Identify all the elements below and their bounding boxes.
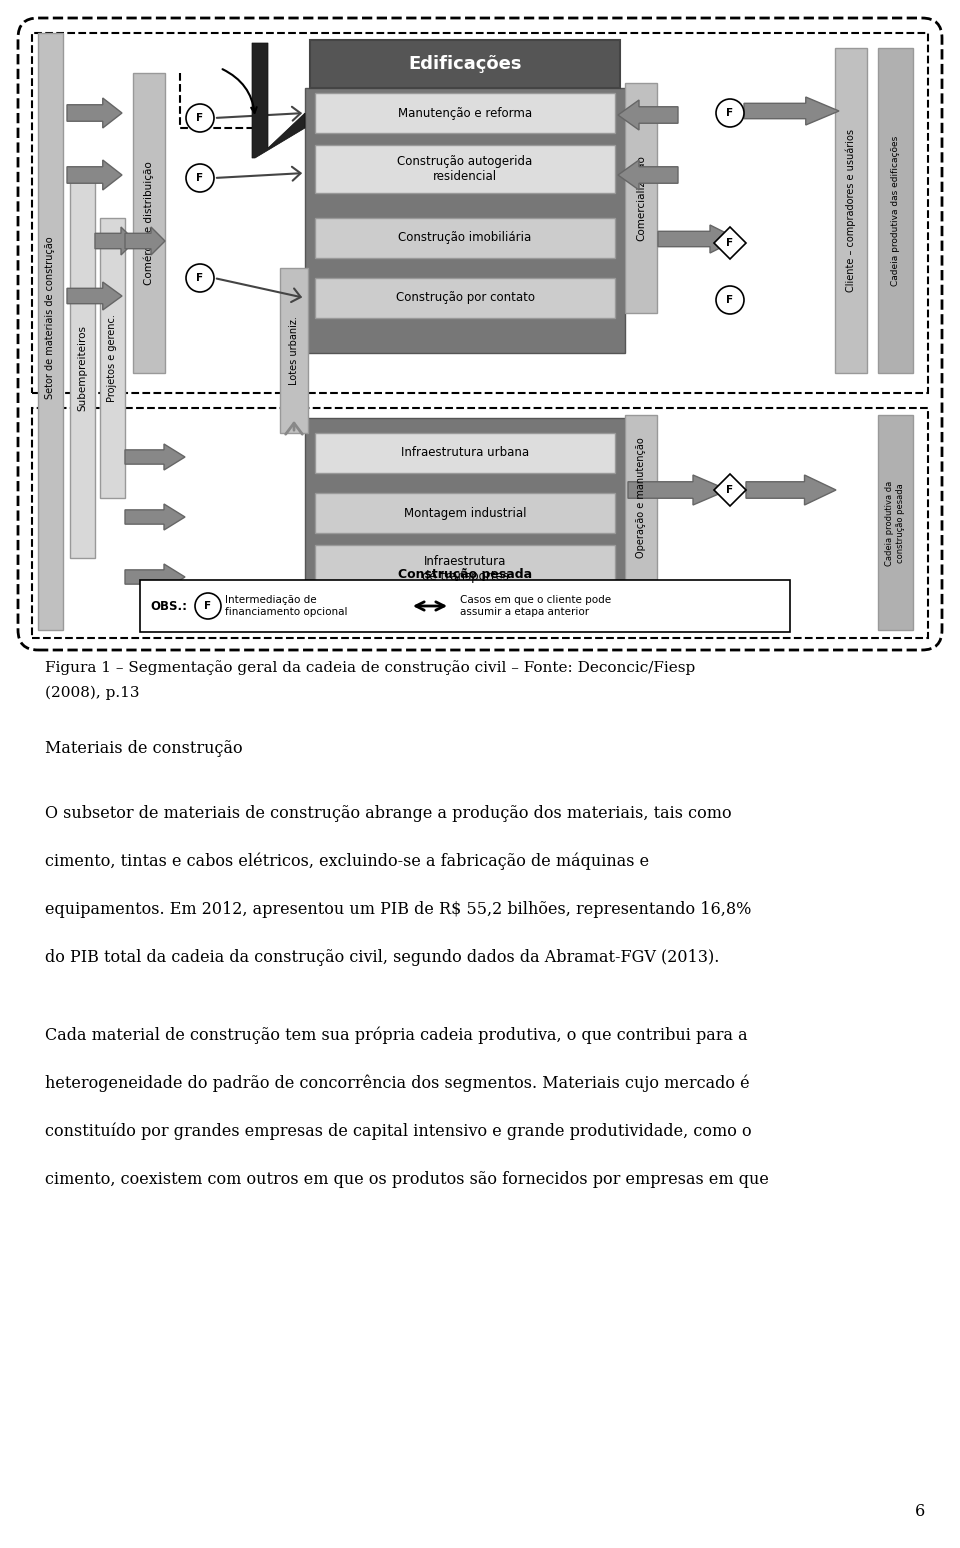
- Text: do PIB total da cadeia da construção civil, segundo dados da Abramat-FGV (2013).: do PIB total da cadeia da construção civ…: [45, 949, 719, 966]
- Text: F: F: [727, 296, 733, 305]
- Text: F: F: [727, 108, 733, 118]
- Text: cimento, tintas e cabos elétricos, excluindo-se a fabricação de máquinas e: cimento, tintas e cabos elétricos, exclu…: [45, 853, 649, 870]
- Bar: [100, 218, 125, 498]
- Text: F: F: [197, 173, 204, 183]
- Polygon shape: [714, 474, 746, 506]
- Text: Figura 1 – Segmentação geral da cadeia de construção civil – Fonte: Deconcic/Fie: Figura 1 – Segmentação geral da cadeia d…: [45, 659, 695, 675]
- Polygon shape: [252, 43, 305, 158]
- Text: Cadeia produtiva das edificações: Cadeia produtiva das edificações: [891, 136, 900, 286]
- Bar: [878, 48, 913, 373]
- Polygon shape: [67, 282, 122, 310]
- Text: Construção por contato: Construção por contato: [396, 291, 535, 305]
- Bar: [625, 84, 657, 313]
- Text: Comercialização: Comercialização: [636, 155, 646, 241]
- Text: Intermediação de
financiamento opcional: Intermediação de financiamento opcional: [225, 594, 348, 616]
- Bar: [315, 93, 615, 133]
- Text: equipamentos. Em 2012, apresentou um PIB de R$ 55,2 bilhões, representando 16,8%: equipamentos. Em 2012, apresentou um PIB…: [45, 901, 752, 918]
- Text: O subsetor de materiais de construção abrange a produção dos materiais, tais com: O subsetor de materiais de construção ab…: [45, 805, 732, 822]
- Polygon shape: [67, 159, 122, 190]
- Text: Comércio e distribuição: Comércio e distribuição: [144, 161, 155, 285]
- FancyBboxPatch shape: [18, 19, 942, 650]
- Text: Construção pesada: Construção pesada: [398, 568, 532, 580]
- Text: Cadeia produtiva da
construção pesada: Cadeia produtiva da construção pesada: [885, 480, 904, 565]
- Bar: [315, 492, 615, 533]
- Bar: [280, 268, 308, 433]
- Polygon shape: [125, 228, 165, 255]
- Bar: [70, 178, 95, 557]
- Bar: [140, 580, 790, 632]
- Polygon shape: [125, 563, 185, 590]
- Bar: [835, 48, 867, 373]
- Bar: [305, 418, 625, 593]
- Circle shape: [716, 286, 744, 314]
- Text: Cliente – compradores e usuários: Cliente – compradores e usuários: [846, 130, 856, 293]
- Text: constituído por grandes empresas de capital intensivo e grande produtividade, co: constituído por grandes empresas de capi…: [45, 1122, 752, 1141]
- Text: F: F: [197, 272, 204, 283]
- Polygon shape: [125, 505, 185, 529]
- Text: Construção autogerida
residencial: Construção autogerida residencial: [397, 155, 533, 183]
- Text: (2008), p.13: (2008), p.13: [45, 686, 139, 700]
- Bar: [310, 40, 620, 88]
- Bar: [32, 409, 928, 638]
- Text: Subempreiteiros: Subempreiteiros: [77, 325, 87, 412]
- Text: F: F: [204, 601, 211, 611]
- Text: Operação e manutenção: Operação e manutenção: [636, 438, 646, 559]
- Text: Projetos e gerenc.: Projetos e gerenc.: [107, 314, 117, 402]
- Circle shape: [716, 99, 744, 127]
- Text: Construção imobiliária: Construção imobiliária: [398, 232, 532, 245]
- Bar: [315, 279, 615, 317]
- Text: Materiais de construção: Materiais de construção: [45, 740, 243, 757]
- Text: Manutenção e reforma: Manutenção e reforma: [398, 107, 532, 119]
- Text: Cada material de construção tem sua própria cadeia produtiva, o que contribui pa: Cada material de construção tem sua próp…: [45, 1026, 748, 1045]
- Circle shape: [186, 164, 214, 192]
- Bar: [315, 545, 615, 593]
- Text: Lotes urbaniz.: Lotes urbaniz.: [289, 316, 299, 385]
- Circle shape: [186, 265, 214, 293]
- Bar: [315, 146, 615, 194]
- Polygon shape: [746, 475, 836, 505]
- Text: cimento, coexistem com outros em que os produtos são fornecidos por empresas em : cimento, coexistem com outros em que os …: [45, 1170, 769, 1187]
- Polygon shape: [67, 98, 122, 128]
- Text: heterogeneidade do padrão de concorrência dos segmentos. Materiais cujo mercado : heterogeneidade do padrão de concorrênci…: [45, 1074, 750, 1093]
- Bar: [133, 73, 165, 373]
- Text: Casos em que o cliente pode
assumir a etapa anterior: Casos em que o cliente pode assumir a et…: [460, 594, 612, 616]
- Bar: [625, 415, 657, 580]
- Text: 6: 6: [915, 1503, 925, 1520]
- Text: Infraestrutura urbana: Infraestrutura urbana: [401, 446, 529, 460]
- Polygon shape: [628, 475, 728, 505]
- Polygon shape: [714, 228, 746, 259]
- Polygon shape: [618, 159, 678, 190]
- Text: F: F: [727, 238, 733, 248]
- Text: F: F: [197, 113, 204, 122]
- Bar: [305, 88, 625, 353]
- Text: Infraestrutura
de transportes: Infraestrutura de transportes: [421, 556, 509, 584]
- Polygon shape: [744, 98, 839, 125]
- Bar: [315, 218, 615, 259]
- Bar: [32, 33, 928, 393]
- Circle shape: [195, 593, 221, 619]
- Polygon shape: [658, 224, 738, 252]
- Text: OBS.:: OBS.:: [150, 599, 187, 613]
- Text: Montagem industrial: Montagem industrial: [404, 506, 526, 520]
- Text: F: F: [727, 485, 733, 495]
- Polygon shape: [618, 101, 678, 130]
- Text: Edificações: Edificações: [408, 56, 521, 73]
- Text: Setor de materiais de construção: Setor de materiais de construção: [45, 237, 55, 399]
- Polygon shape: [125, 444, 185, 471]
- Polygon shape: [95, 228, 135, 255]
- Bar: [878, 415, 913, 630]
- Circle shape: [186, 104, 214, 132]
- Bar: [315, 433, 615, 474]
- Bar: [38, 33, 63, 630]
